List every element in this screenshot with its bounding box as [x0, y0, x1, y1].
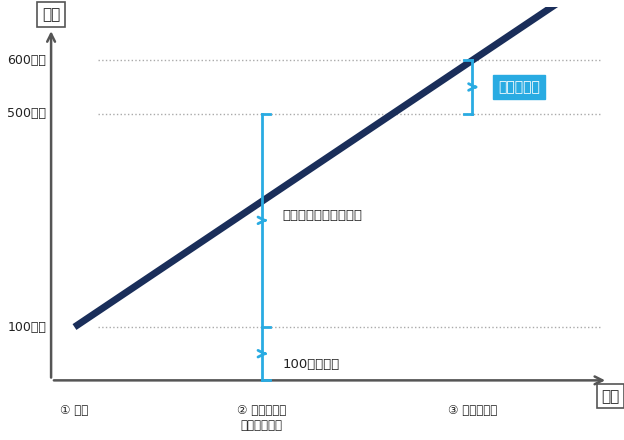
Text: 100千円払込: 100千円払込	[283, 358, 340, 371]
Text: 時間: 時間	[601, 389, 620, 404]
Text: ③ 株式譲渡時: ③ 株式譲渡時	[447, 404, 497, 418]
Text: 500千円: 500千円	[7, 107, 46, 120]
Text: ① 発行: ① 発行	[61, 404, 89, 418]
Text: 譲渡所得税: 譲渡所得税	[498, 80, 540, 94]
Text: 所得として認識しない: 所得として認識しない	[283, 209, 363, 221]
Text: 株価: 株価	[42, 7, 60, 22]
Text: ② 権利行使時
（株式取得）: ② 権利行使時 （株式取得）	[237, 404, 286, 433]
Text: 100千円: 100千円	[7, 320, 46, 334]
Text: 600千円: 600千円	[7, 54, 46, 67]
